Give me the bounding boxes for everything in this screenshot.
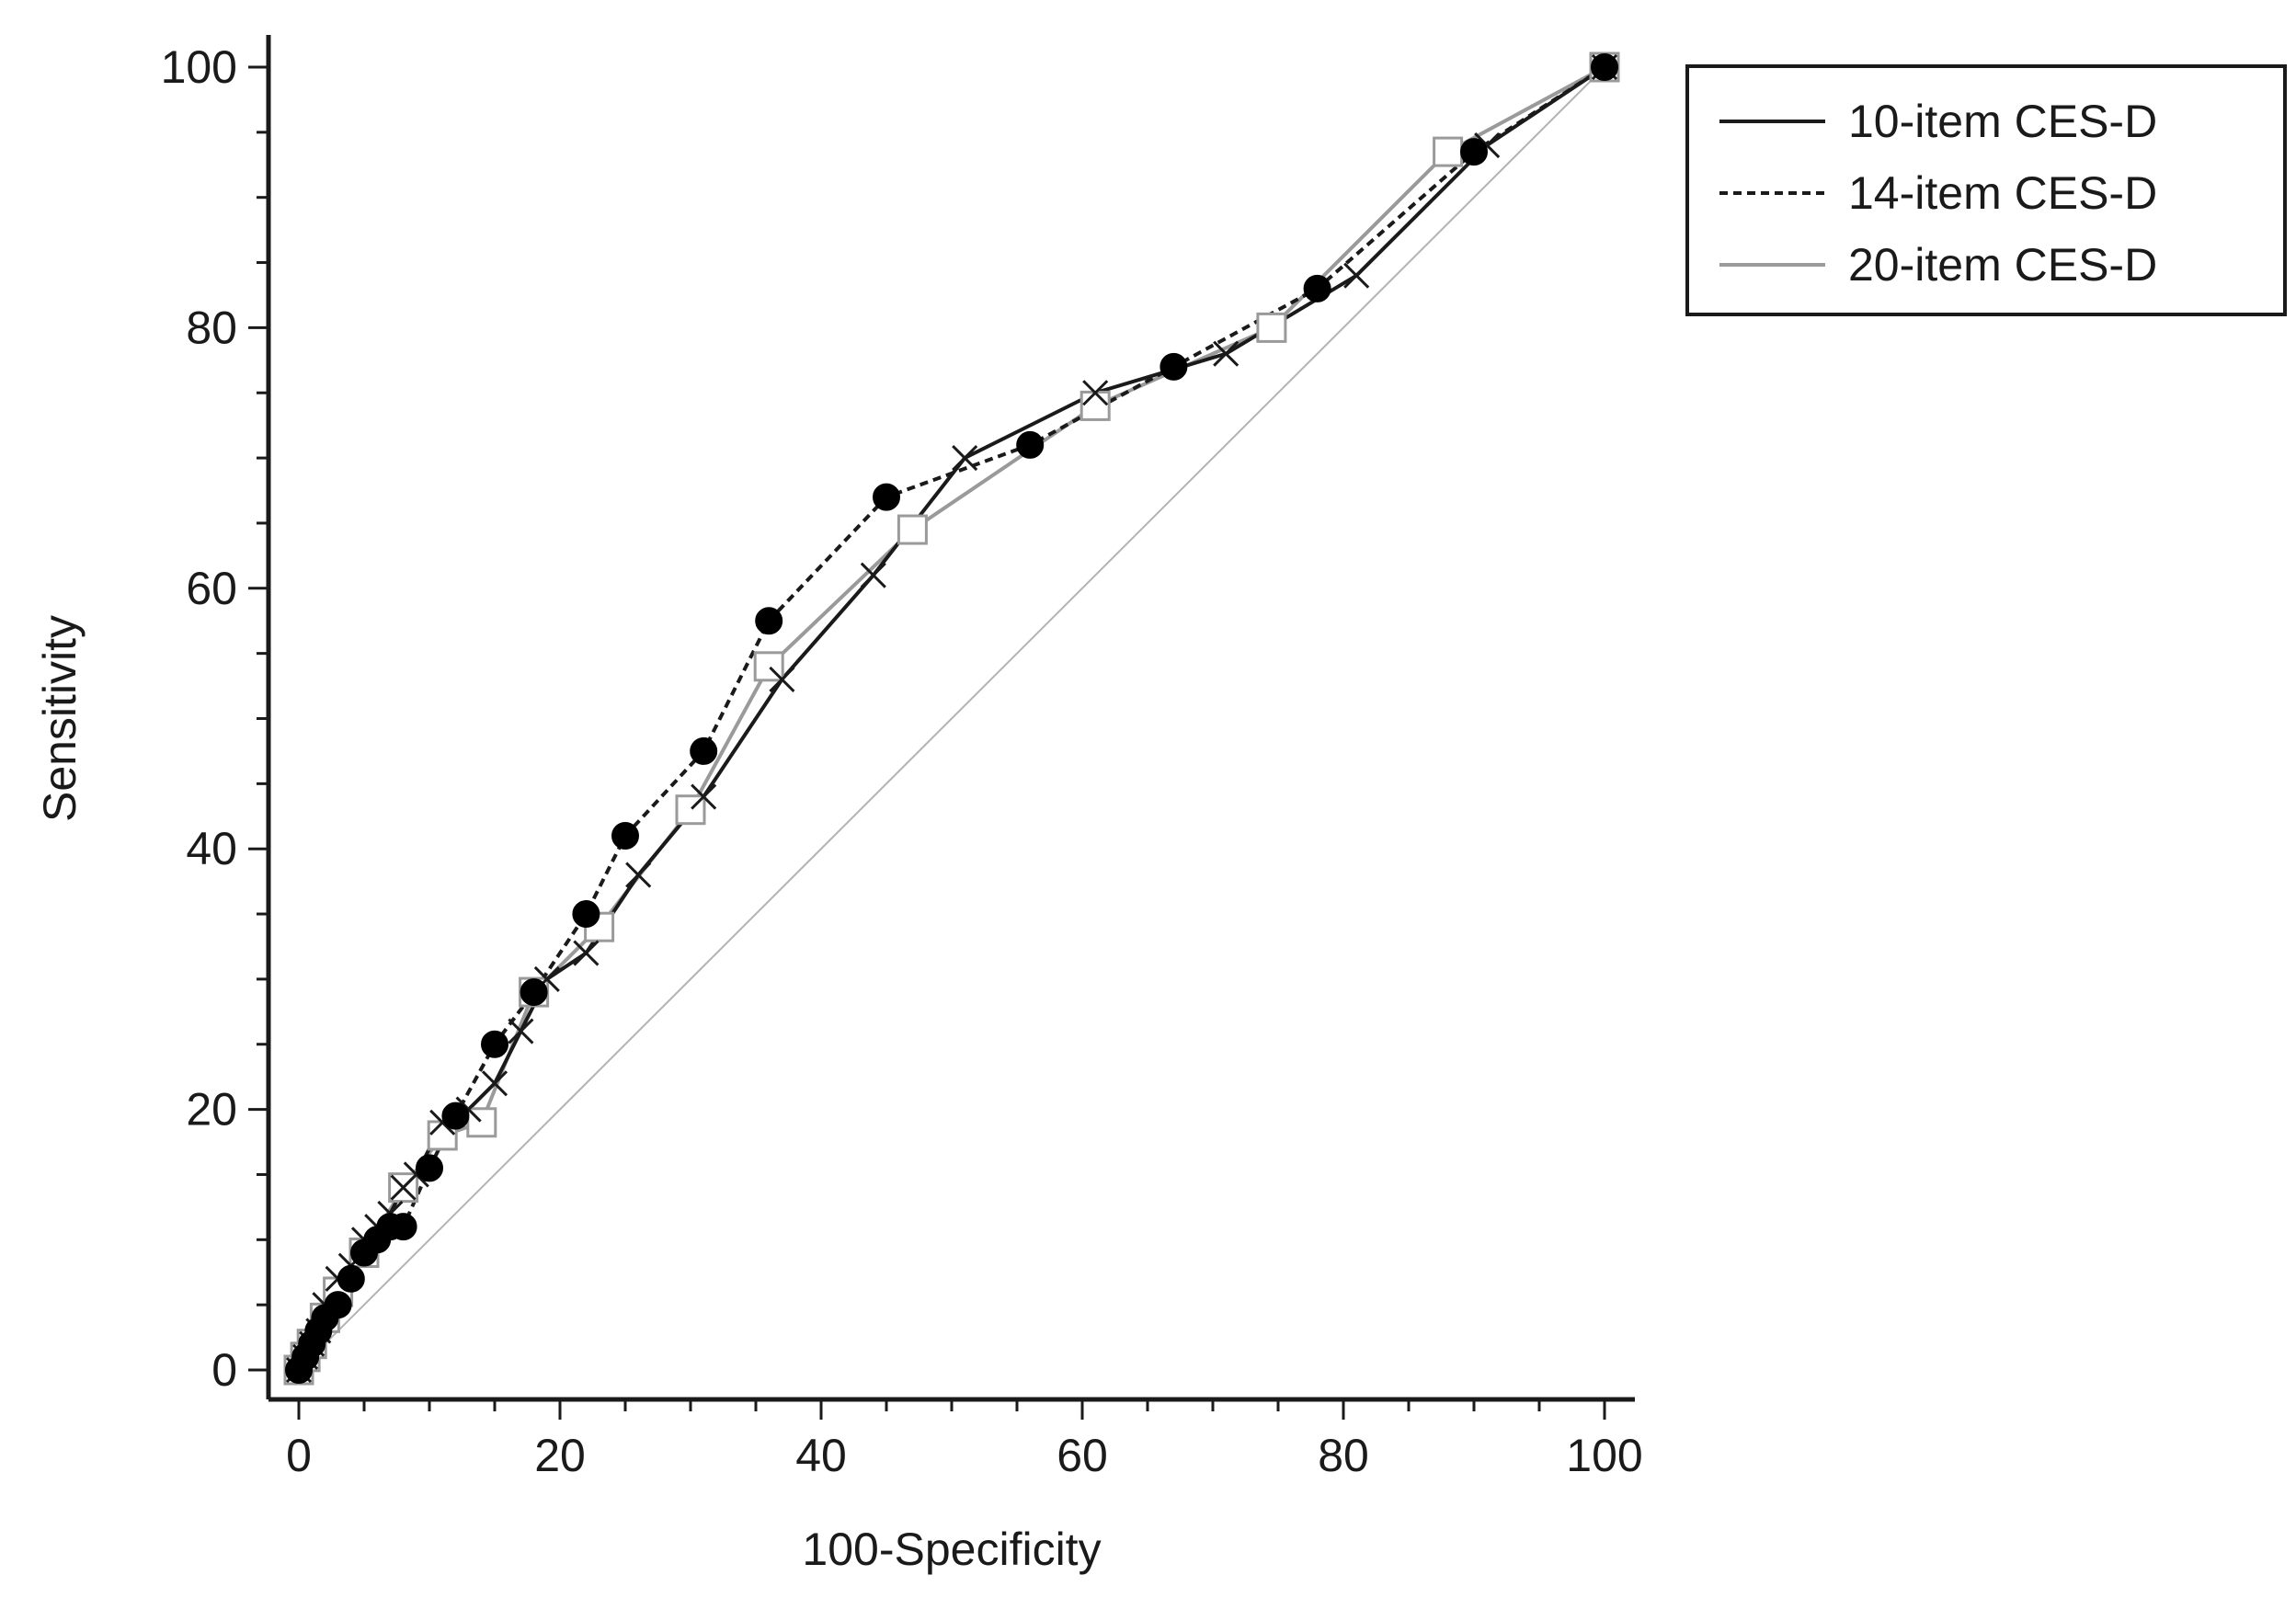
data-point-square — [1433, 136, 1464, 167]
data-point-cross — [625, 862, 652, 888]
reference-diagonal-line — [298, 66, 1605, 1371]
data-point-circle — [337, 1264, 365, 1293]
legend-item: 20-item CES-D — [1719, 239, 2157, 291]
data-point-circle — [1159, 352, 1188, 381]
y-tick-label: 40 — [186, 823, 237, 874]
y-tick-label: 100 — [161, 41, 237, 93]
x-axis-label: 100-Specificity — [802, 1524, 1101, 1575]
data-point-circle — [1303, 274, 1331, 302]
x-tick-label: 60 — [1057, 1430, 1108, 1481]
data-point-cross — [691, 783, 717, 810]
data-point-cross — [952, 445, 978, 472]
x-axis-ticks: 0 20 40 60 80 100 — [286, 1399, 1643, 1481]
x-tick-label: 80 — [1318, 1430, 1369, 1481]
data-point-circle — [416, 1154, 443, 1182]
data-point-circle — [520, 978, 548, 1007]
y-tick-label: 80 — [186, 302, 237, 353]
data-point-cross — [769, 666, 795, 693]
axes: 0 20 40 60 80 100 0 20 40 60 80 100 100-Specificit… — [34, 35, 1643, 1575]
legend-item: 10-item CES-D — [1719, 96, 2157, 147]
legend-label: 10-item CES-D — [1848, 96, 2157, 147]
data-point-cross — [1082, 380, 1109, 406]
data-point-square — [1256, 312, 1287, 343]
x-tick-label: 100 — [1566, 1430, 1642, 1481]
data-point-cross — [1343, 262, 1370, 289]
data-point-square — [1079, 390, 1111, 421]
data-point-circle — [1591, 53, 1618, 81]
data-point-circle — [611, 822, 639, 850]
data-point-square — [897, 514, 928, 545]
legend-items: 10-item CES-D 14-item CES-D 20-item CES-D — [1719, 96, 2157, 291]
plot-area — [283, 51, 1620, 1386]
legend-label: 20-item CES-D — [1848, 239, 2157, 291]
data-point-cross — [573, 940, 600, 966]
y-axis-ticks: 0 20 40 60 80 100 — [161, 41, 268, 1396]
data-point-circle — [441, 1101, 470, 1130]
data-point-circle — [1460, 138, 1488, 166]
legend-label: 14-item CES-D — [1848, 167, 2157, 219]
data-point-cross — [481, 1070, 508, 1097]
data-point-circle — [481, 1030, 508, 1058]
data-point-circle — [755, 607, 783, 635]
y-tick-label: 20 — [186, 1084, 237, 1136]
data-point-cross — [508, 1018, 534, 1044]
y-tick-label: 60 — [186, 563, 237, 614]
legend-box — [1685, 64, 2287, 316]
data-point-cross — [860, 562, 886, 588]
data-point-cross — [1213, 340, 1239, 367]
x-tick-label: 0 — [286, 1430, 312, 1481]
y-tick-label: 0 — [211, 1344, 237, 1396]
data-point-circle — [572, 900, 600, 929]
legend: 10-item CES-D 14-item CES-D 20-item CES-D — [1685, 64, 2287, 316]
series-markers-group — [285, 53, 1618, 1384]
x-tick-label: 20 — [534, 1430, 586, 1481]
data-point-circle — [324, 1291, 352, 1319]
legend-item: 14-item CES-D — [1719, 167, 2157, 219]
data-point-circle — [690, 736, 718, 765]
data-point-circle — [389, 1213, 417, 1241]
y-axis-label: Sensitivity — [34, 615, 86, 822]
series-markers — [283, 51, 1620, 1386]
x-tick-label: 40 — [795, 1430, 847, 1481]
data-point-circle — [1016, 430, 1045, 459]
data-point-circle — [873, 483, 900, 511]
